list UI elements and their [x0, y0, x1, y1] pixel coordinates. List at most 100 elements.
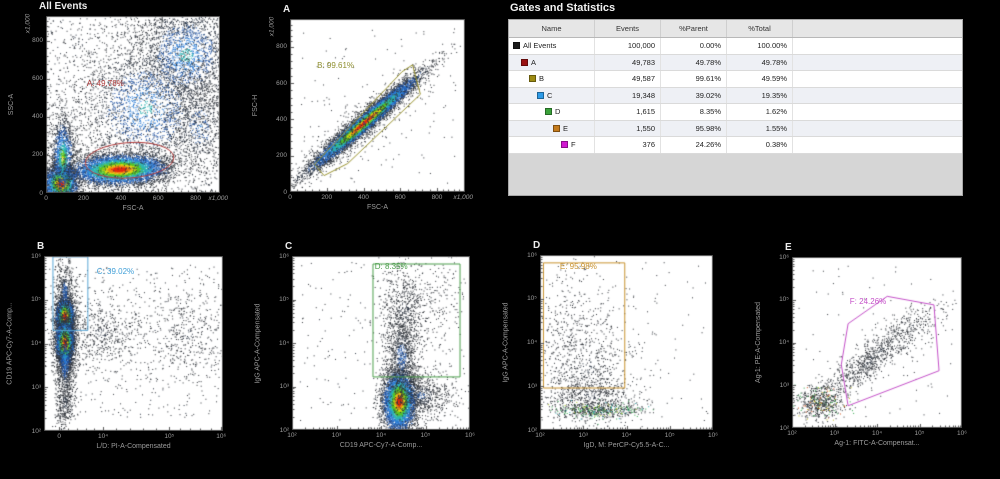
x-tick-label: 200 — [77, 195, 89, 202]
y-tick-label: 10⁵ — [31, 296, 41, 304]
y-tick-label: 10⁴ — [278, 339, 289, 347]
table-row[interactable]: D 1,615 8.35% 1.62% — [509, 104, 962, 121]
x-tick-label: 400 — [358, 194, 369, 201]
gate-name-label: A — [531, 57, 537, 67]
parent-pct-value: 8.35% — [661, 104, 727, 120]
y-axis-label: CD19 APC-Cy7-A-Comp... — [6, 302, 14, 385]
gate-name-label: E — [563, 123, 569, 133]
x-tick-label: 10² — [535, 432, 545, 439]
x-tick-label: 10⁴ — [871, 430, 883, 437]
plot-d: D 10² 10³ 10⁴ 10⁵ 10⁶ 10² 10³ 10⁴ 10⁵ 10⁶ IgD, M: P… — [503, 240, 718, 449]
gate-name-label: F — [571, 140, 576, 150]
y-tick-label: 10⁶ — [279, 252, 289, 260]
x-tick-label: 10³ — [829, 430, 840, 437]
y-tick-label: 0 — [283, 188, 287, 196]
gate-label: D: 8.35% — [374, 262, 408, 272]
events-value: 19,348 — [595, 87, 661, 103]
gate-name-label: All Events — [523, 41, 557, 51]
y-axis-label-wrap: IgG APC-A-Compensated — [252, 256, 264, 430]
x-tick-label: 600 — [394, 194, 406, 201]
y-tick-label: 10⁴ — [526, 339, 537, 346]
col-header-events[interactable]: Events — [595, 20, 661, 37]
y-tick-label: 10⁵ — [527, 295, 537, 303]
gate-color-swatch — [537, 91, 544, 99]
x-tick-label: 200 — [321, 194, 333, 201]
row-spacer — [793, 88, 962, 104]
x-axis-label: L/D: PI-A-Compensated — [96, 443, 171, 450]
y-tick-label: 400 — [276, 115, 287, 123]
y-tick-label: 10⁴ — [778, 339, 789, 346]
y-tick-label: 10³ — [779, 381, 789, 389]
col-header-total[interactable]: %Total — [727, 20, 793, 37]
plot-title: C — [285, 241, 293, 252]
events-value: 49,783 — [595, 54, 661, 70]
total-pct-value: 100.00% — [727, 38, 793, 54]
y-tick-label: 10⁶ — [779, 253, 789, 261]
row-spacer — [793, 104, 962, 120]
plot-a: A 0 200 400 600 800 0 200 400 600 800 FSC-A FSC-H x1,… — [253, 4, 473, 211]
x-tick-label: 10³ — [578, 432, 588, 439]
row-spacer — [793, 137, 962, 153]
x-axis-label: FSC-A — [367, 204, 388, 211]
table-row[interactable]: F 376 24.26% 0.38% — [509, 137, 962, 154]
plot-title: A — [283, 4, 291, 15]
y-axis-label-wrap: Ag-1: PE-A-Compensated — [752, 257, 764, 428]
x-tick-label: 800 — [190, 195, 202, 202]
plot-b: B 0 10⁴ 10⁵ 10⁶ 10² 10³ 10⁴ 10⁵ 10⁶ L/D: PI-A-Comp… — [7, 241, 227, 450]
x-axis-label: Ag-1: FITC-A-Compensat... — [834, 440, 920, 447]
gate-color-swatch — [561, 141, 568, 149]
y-axis-label: FSC-H — [252, 94, 260, 117]
y-axis-multiplier: x1,000 — [24, 13, 32, 34]
scatter-canvas-e[interactable] — [792, 257, 962, 428]
y-axis-label: IgG APC-A-Compensated — [254, 302, 262, 384]
scatter-canvas-b[interactable] — [44, 256, 223, 431]
y-axis-label: IgG APC-A-Compensated — [502, 302, 510, 383]
gate-color-swatch — [545, 108, 552, 116]
x-tick-label: 10⁴ — [98, 433, 109, 440]
table-row[interactable]: All Events 100,000 0.00% 100.00% — [509, 38, 962, 55]
row-spacer — [793, 121, 962, 137]
plot-all-events: All Events 0 200 400 600 800 0 200 400 600 800 FSC-… — [9, 1, 229, 212]
scatter-canvas-d[interactable] — [540, 255, 713, 430]
y-tick-label: 10² — [279, 426, 289, 434]
table-row[interactable]: A 49,783 49.78% 49.78% — [509, 54, 962, 71]
x-tick-label: 0 — [44, 195, 48, 202]
x-tick-label: 10⁶ — [216, 433, 227, 440]
gate-name-label: C — [547, 90, 553, 100]
y-axis-multiplier: x1,000 — [268, 16, 276, 37]
gate-label: F: 24.26% — [849, 297, 887, 307]
row-spacer — [793, 38, 962, 54]
x-tick-label: 10⁴ — [375, 432, 387, 439]
table-row[interactable]: B 49,587 99.61% 49.59% — [509, 71, 962, 88]
scatter-canvas-a[interactable] — [290, 19, 465, 192]
y-tick-label: 10⁵ — [279, 296, 289, 303]
total-pct-value: 49.59% — [727, 71, 793, 87]
events-value: 49,587 — [595, 71, 661, 87]
x-axis-label: FSC-A — [122, 205, 144, 212]
x-axis-label: IgD, M: PerCP-Cy5.5-A-C... — [583, 442, 670, 449]
y-tick-label: 400 — [32, 113, 43, 121]
x-tick-label: 400 — [115, 195, 127, 202]
row-spacer — [793, 71, 962, 87]
events-value: 1,615 — [595, 104, 661, 120]
parent-pct-value: 49.78% — [661, 54, 727, 70]
col-header-name[interactable]: Name — [509, 20, 595, 37]
y-tick-label: 10³ — [31, 383, 41, 391]
scatter-canvas-all-events[interactable] — [46, 16, 220, 193]
parent-pct-value: 99.61% — [661, 71, 727, 87]
scatter-canvas-c[interactable] — [292, 256, 470, 430]
plot-title: B — [37, 241, 45, 252]
gate-name-label: D — [555, 107, 561, 117]
total-pct-value: 1.55% — [727, 120, 793, 136]
x-tick-label: 0 — [57, 433, 62, 440]
x-axis-multiplier: x1,000 — [453, 194, 473, 201]
table-row[interactable]: C 19,348 39.02% 19.35% — [509, 87, 962, 104]
gate-color-swatch — [513, 42, 520, 50]
x-tick-label: 10⁶ — [708, 432, 718, 439]
y-tick-label: 800 — [32, 37, 43, 45]
y-tick-label: 10⁵ — [779, 296, 789, 304]
x-tick-label: 10² — [287, 432, 297, 439]
y-tick-label: 10⁶ — [527, 251, 537, 259]
col-header-parent[interactable]: %Parent — [661, 20, 727, 37]
table-row[interactable]: E 1,550 95.98% 1.55% — [509, 120, 962, 137]
